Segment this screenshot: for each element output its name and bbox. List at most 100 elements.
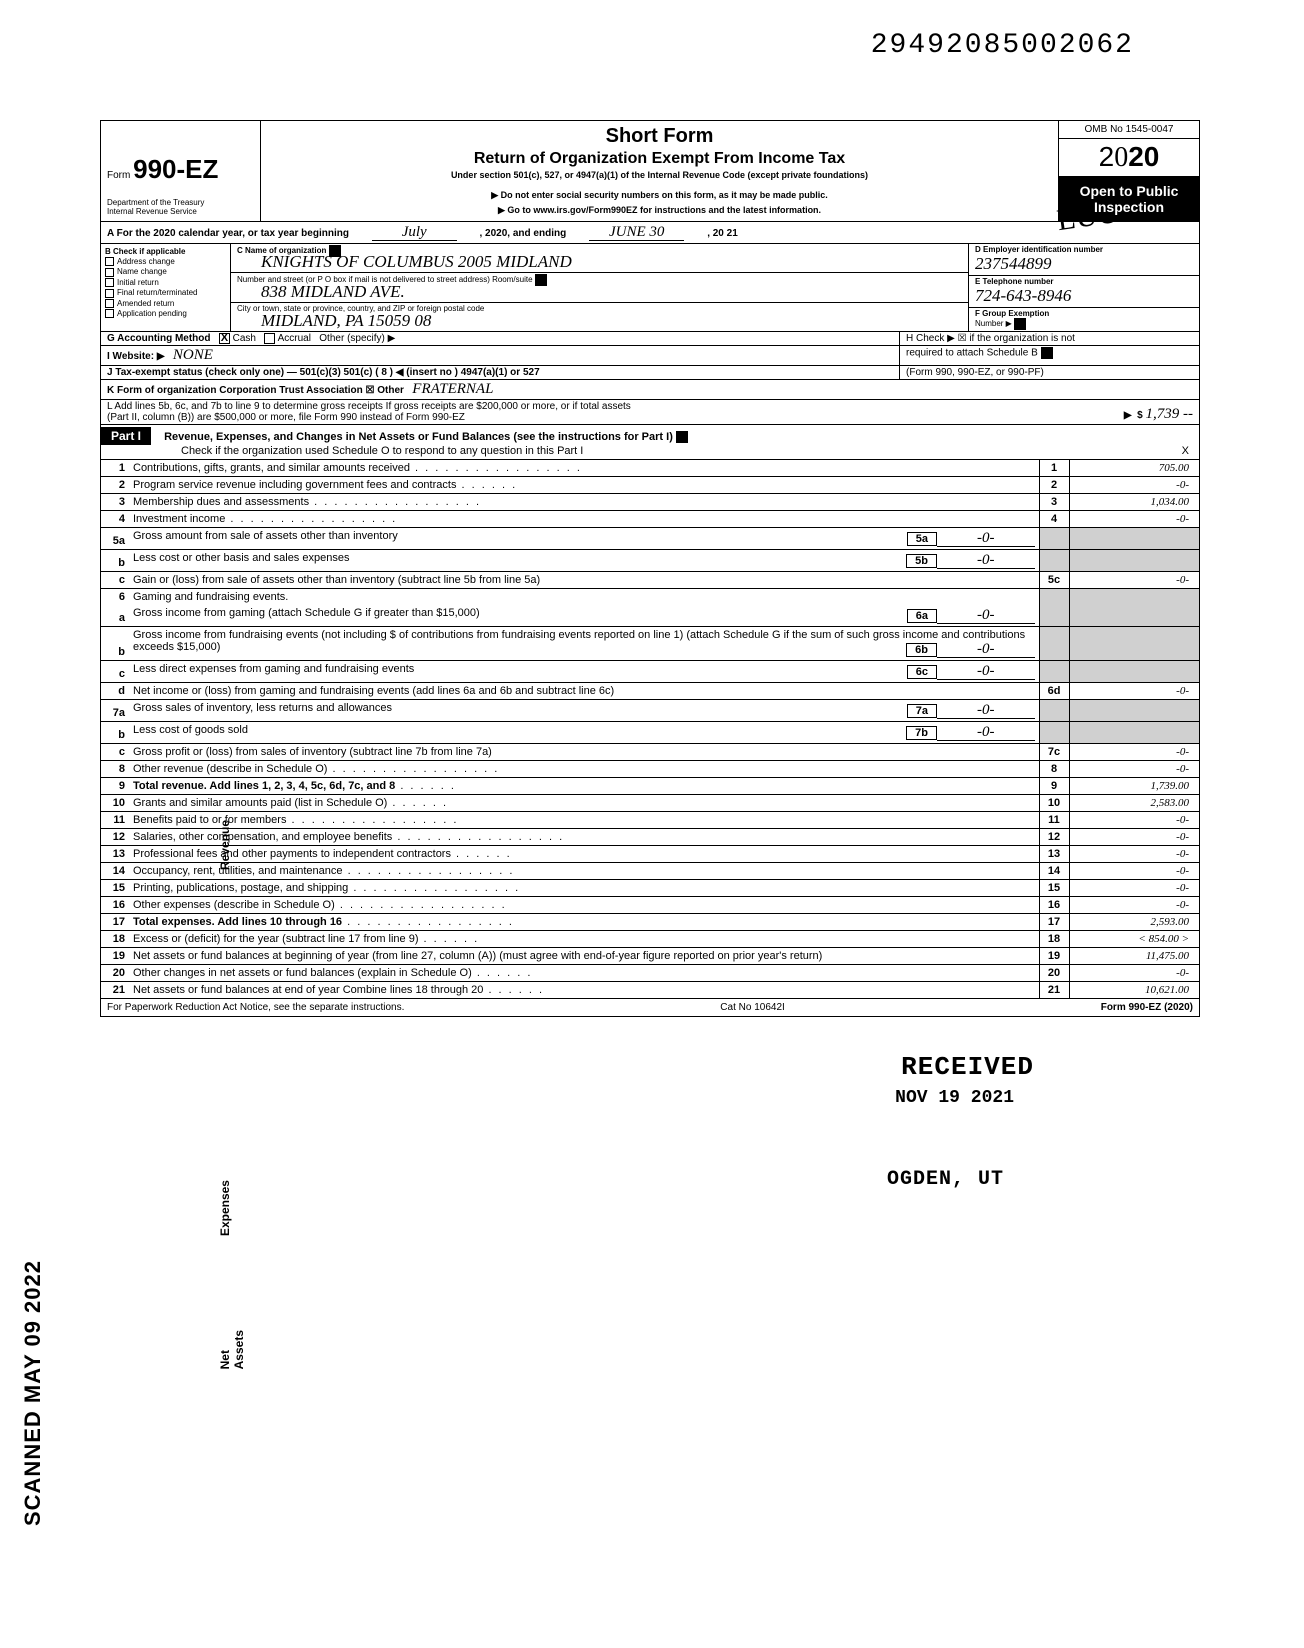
line20-desc: Other changes in net assets or fund bala… — [129, 965, 1039, 982]
form-org-value: FRATERNAL — [412, 381, 493, 397]
col-b-checkboxes: B Check if applicable Address change Nam… — [101, 244, 231, 331]
received-stamp: RECEIVED — [901, 1052, 1034, 1082]
l-line1: L Add lines 5b, 6c, and 7b to line 9 to … — [107, 401, 1033, 412]
line19-desc: Net assets or fund balances at beginning… — [129, 948, 1039, 965]
short-form-title: Short Form — [269, 125, 1050, 148]
line14-desc: Occupancy, rent, utilities, and maintena… — [129, 863, 1039, 880]
line4-amt: -0- — [1069, 511, 1199, 528]
col-b-header: B Check if applicable — [105, 247, 226, 256]
ogden-stamp: OGDEN, UT — [887, 1168, 1004, 1191]
form-org-label: K Form of organization Corporation Trust… — [107, 385, 404, 396]
accrual-label: Accrual — [278, 333, 311, 344]
goto-url: ▶ Go to www.irs.gov/Form990EZ for instru… — [269, 205, 1050, 216]
line13-box: 13 — [1039, 846, 1069, 863]
final-return-checkbox[interactable] — [105, 289, 114, 298]
line10-amt: 2,583.00 — [1069, 795, 1199, 812]
line5b-iamt: -0- — [937, 552, 1035, 569]
form-990ez: Form 990-EZ Department of the Treasury I… — [100, 120, 1200, 1017]
app-pending-checkbox[interactable] — [105, 309, 114, 318]
name-change-label: Name change — [117, 267, 167, 276]
line13-amt: -0- — [1069, 846, 1199, 863]
line7c-desc: Gross profit or (loss) from sales of inv… — [129, 744, 1039, 761]
line5a-desc: Gross amount from sale of assets other t… — [133, 530, 398, 542]
line13-desc: Professional fees and other payments to … — [129, 846, 1039, 863]
part1-header: Part I — [101, 427, 151, 445]
dept-irs: Internal Revenue Service — [107, 208, 254, 217]
line6a-desc: Gross income from gaming (attach Schedul… — [133, 607, 480, 619]
line19-box: 19 — [1039, 948, 1069, 965]
line7c-box: 7c — [1039, 744, 1069, 761]
line5c-box: 5c — [1039, 572, 1069, 589]
line6c-ib: 6c — [907, 665, 937, 679]
l-line2: (Part II, column (B)) are $500,000 or mo… — [107, 412, 1033, 423]
line21-amt: 10,621.00 — [1069, 982, 1199, 999]
open-public: Open to Public Inspection — [1059, 177, 1199, 221]
h-form990: (Form 990, 990-EZ, or 990-PF) — [906, 367, 1044, 378]
line14-amt: -0- — [1069, 863, 1199, 880]
part1-sched-o-checkbox[interactable]: X — [1182, 445, 1189, 457]
line16-desc: Other expenses (describe in Schedule O) — [129, 897, 1039, 914]
help-icon[interactable] — [1041, 347, 1053, 359]
addr-change-checkbox[interactable] — [105, 257, 114, 266]
line4-desc: Investment income — [129, 511, 1039, 528]
initial-return-checkbox[interactable] — [105, 278, 114, 287]
ein-value: 237544899 — [975, 254, 1193, 274]
end-date: JUNE 30 — [589, 224, 684, 241]
addr-change-label: Address change — [117, 257, 175, 266]
line17-box: 17 — [1039, 914, 1069, 931]
expenses-tab: Expenses — [218, 1180, 232, 1236]
line18-box: 18 — [1039, 931, 1069, 948]
line3-amt: 1,034.00 — [1069, 494, 1199, 511]
line12-amt: -0- — [1069, 829, 1199, 846]
line11-amt: -0- — [1069, 812, 1199, 829]
accrual-checkbox[interactable] — [264, 333, 275, 344]
tax-year: 2020 — [1059, 139, 1199, 177]
line12-box: 12 — [1039, 829, 1069, 846]
org-name-value: KNIGHTS OF COLUMBUS 2005 MIDLAND — [261, 252, 572, 272]
website-label: I Website: ▶ — [107, 351, 165, 362]
form-prefix: Form — [107, 170, 130, 181]
row-a-taxyear: A For the 2020 calendar year, or tax yea… — [101, 222, 1199, 244]
help-icon[interactable] — [676, 431, 688, 443]
group-exempt-label: F Group Exemption — [975, 309, 1049, 318]
other-method-label: Other (specify) ▶ — [319, 333, 395, 344]
street-value: 838 MIDLAND AVE. — [261, 282, 405, 302]
cash-checkbox[interactable]: X — [219, 333, 230, 344]
line11-box: 11 — [1039, 812, 1069, 829]
line6d-box: 6d — [1039, 683, 1069, 700]
line7a-desc: Gross sales of inventory, less returns a… — [133, 702, 392, 714]
open-public-2: Inspection — [1061, 199, 1197, 215]
line2-box: 2 — [1039, 477, 1069, 494]
omb-number: OMB No 1545-0047 — [1059, 121, 1199, 139]
ein-label: D Employer identification number — [975, 245, 1103, 254]
year-2: 2 — [1099, 141, 1115, 172]
line11-desc: Benefits paid to or for members — [129, 812, 1039, 829]
line7b-iamt: -0- — [937, 724, 1035, 741]
line16-box: 16 — [1039, 897, 1069, 914]
line7a-ib: 7a — [907, 704, 937, 718]
line3-box: 3 — [1039, 494, 1069, 511]
line20-box: 20 — [1039, 965, 1069, 982]
line1-box: 1 — [1039, 460, 1069, 477]
year-20: 20 — [1128, 141, 1159, 172]
help-icon[interactable] — [535, 274, 547, 286]
line1-amt: 705.00 — [1069, 460, 1199, 477]
line5b-ib: 5b — [906, 554, 937, 568]
line6c-desc: Less direct expenses from gaming and fun… — [133, 663, 414, 675]
line3-desc: Membership dues and assessments — [129, 494, 1039, 511]
line6a-iamt: -0- — [937, 607, 1035, 624]
footer-formno: Form 990-EZ (2020) — [1101, 1002, 1193, 1013]
line7b-ib: 7b — [906, 726, 937, 740]
amended-checkbox[interactable] — [105, 299, 114, 308]
h-sched-b: required to attach Schedule B — [906, 348, 1038, 359]
help-icon[interactable] — [1014, 318, 1026, 330]
name-change-checkbox[interactable] — [105, 268, 114, 277]
group-number-label: Number ▶ — [975, 319, 1012, 328]
phone-label: E Telephone number — [975, 277, 1054, 286]
part1-title: Revenue, Expenses, and Changes in Net As… — [154, 431, 673, 443]
line20-amt: -0- — [1069, 965, 1199, 982]
row-a-mid: , 2020, and ending — [480, 228, 567, 239]
line6b-desc: Gross income from fundraising events (no… — [133, 629, 1025, 653]
line18-desc: Excess or (deficit) for the year (subtra… — [129, 931, 1039, 948]
line9-box: 9 — [1039, 778, 1069, 795]
